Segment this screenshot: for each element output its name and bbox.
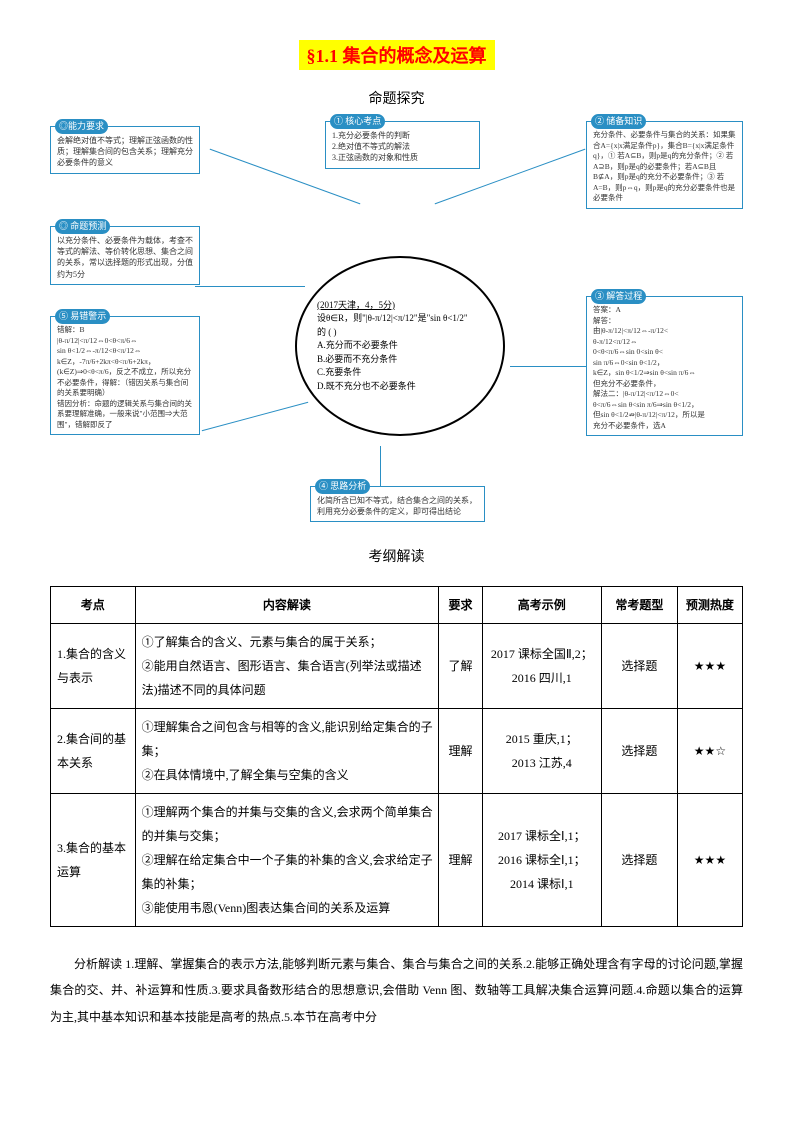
cell-req: 理解 xyxy=(439,709,482,794)
center-line5: B.必要而不充分条件 xyxy=(317,353,483,367)
box-prep-body: 充分条件、必要条件与集合的关系：如果集合A={x|x满足条件p}，集合B={x|… xyxy=(587,122,742,208)
cell-qtype: 选择题 xyxy=(601,624,677,709)
box-predict-body: 以充分条件、必要条件为载体，考查不等式的解法、等价转化思想、集合之间的关系，常以… xyxy=(51,227,199,284)
center-line1: (2017天津，4，5分) xyxy=(317,299,483,313)
table-row: 1.集合的含义与表示 ①了解集合的含义、元素与集合的属于关系； ②能用自然语言、… xyxy=(51,624,743,709)
cell-examples: 2015 重庆,1； 2013 江苏,4 xyxy=(482,709,601,794)
box-core: ① 核心考点 1.充分必要条件的判断 2.绝对值不等式的解法 3.正弦函数的对象… xyxy=(325,121,480,169)
cell-req: 了解 xyxy=(439,624,482,709)
th-heat: 预测热度 xyxy=(677,587,742,624)
box-warn-body: 错解：B |θ-π/12|<π/12⇔0<θ<π/6⇔ sin θ<1/2⇔-π… xyxy=(51,317,199,434)
cell-topic: 1.集合的含义与表示 xyxy=(51,624,136,709)
cell-content: ①了解集合的含义、元素与集合的属于关系； ②能用自然语言、图形语言、集合语言(列… xyxy=(135,624,439,709)
analysis-text: 分析解读 1.理解、掌握集合的表示方法,能够判断元素与集合、集合与集合之间的关系… xyxy=(50,951,743,1030)
center-line4: A.充分而不必要条件 xyxy=(317,339,483,353)
box-prep-header: ② 储备知识 xyxy=(591,114,646,129)
box-predict-header: ◎ 命题预测 xyxy=(55,219,110,234)
cell-content: ①理解两个集合的并集与交集的含义,会求两个简单集合的并集与交集； ②理解在给定集… xyxy=(135,794,439,927)
th-examples: 高考示例 xyxy=(482,587,601,624)
box-warn-header: ⑤ 易错警示 xyxy=(55,309,110,324)
box-think-header: ④ 思路分析 xyxy=(315,479,370,494)
table-header-row: 考点 内容解读 要求 高考示例 常考题型 预测热度 xyxy=(51,587,743,624)
box-ability-header: ◎能力要求 xyxy=(55,119,108,134)
box-warn: ⑤ 易错警示 错解：B |θ-π/12|<π/12⇔0<θ<π/6⇔ sin θ… xyxy=(50,316,200,435)
center-line7: D.既不充分也不必要条件 xyxy=(317,380,483,394)
section-title: §1.1 集合的概念及运算 xyxy=(299,40,495,70)
table-row: 2.集合间的基本关系 ①理解集合之间包含与相等的含义,能识别给定集合的子集； ②… xyxy=(51,709,743,794)
cell-topic: 3.集合的基本运算 xyxy=(51,794,136,927)
subtitle-exploration: 命题探究 xyxy=(50,88,743,108)
center-line2: 设θ∈R，则"|θ-π/12|<π/12"是"sin θ<1/2" xyxy=(317,312,483,326)
box-solve-header: ③ 解答过程 xyxy=(591,289,646,304)
cell-content: ①理解集合之间包含与相等的含义,能识别给定集合的子集； ②在具体情境中,了解全集… xyxy=(135,709,439,794)
cell-req: 理解 xyxy=(439,794,482,927)
box-ability: ◎能力要求 会解绝对值不等式；理解正弦函数的性质；理解集合间的包含关系；理解充分… xyxy=(50,126,200,174)
th-qtype: 常考题型 xyxy=(601,587,677,624)
center-line3: 的 ( ) xyxy=(317,326,483,340)
box-core-header: ① 核心考点 xyxy=(330,114,385,129)
box-think: ④ 思路分析 化简所含已知不等式，结合集合之间的关系，利用充分必要条件的定义，即… xyxy=(310,486,485,522)
table-row: 3.集合的基本运算 ①理解两个集合的并集与交集的含义,会求两个简单集合的并集与交… xyxy=(51,794,743,927)
box-prep: ② 储备知识 充分条件、必要条件与集合的关系：如果集合A={x|x满足条件p}，… xyxy=(586,121,743,209)
cell-qtype: 选择题 xyxy=(601,794,677,927)
cell-qtype: 选择题 xyxy=(601,709,677,794)
syllabus-table: 考点 内容解读 要求 高考示例 常考题型 预测热度 1.集合的含义与表示 ①了解… xyxy=(50,586,743,927)
th-topic: 考点 xyxy=(51,587,136,624)
cell-heat: ★★★ xyxy=(677,794,742,927)
cell-topic: 2.集合间的基本关系 xyxy=(51,709,136,794)
box-solve: ③ 解答过程 答案：A 解答： 由|θ-π/12|<π/12⇔-π/12< θ-… xyxy=(586,296,743,436)
cell-examples: 2017 课标全Ⅰ,1； 2016 课标全Ⅰ,1； 2014 课标Ⅰ,1 xyxy=(482,794,601,927)
box-core-body: 1.充分必要条件的判断 2.绝对值不等式的解法 3.正弦函数的对象和性质 xyxy=(326,122,479,168)
concept-diagram: ◎能力要求 会解绝对值不等式；理解正弦函数的性质；理解集合间的包含关系；理解充分… xyxy=(50,116,743,536)
box-ability-body: 会解绝对值不等式；理解正弦函数的性质；理解集合间的包含关系；理解充分必要条件的意… xyxy=(51,127,199,173)
box-predict: ◎ 命题预测 以充分条件、必要条件为载体，考查不等式的解法、等价转化思想、集合之… xyxy=(50,226,200,285)
th-req: 要求 xyxy=(439,587,482,624)
cell-examples: 2017 课标全国Ⅱ,2； 2016 四川,1 xyxy=(482,624,601,709)
cell-heat: ★★★ xyxy=(677,624,742,709)
box-solve-body: 答案：A 解答： 由|θ-π/12|<π/12⇔-π/12< θ-π/12<π/… xyxy=(587,297,742,435)
subtitle-syllabus: 考纲解读 xyxy=(50,546,743,566)
center-question: (2017天津，4，5分) 设θ∈R，则"|θ-π/12|<π/12"是"sin… xyxy=(295,256,505,436)
center-line6: C.充要条件 xyxy=(317,366,483,380)
cell-heat: ★★☆ xyxy=(677,709,742,794)
th-content: 内容解读 xyxy=(135,587,439,624)
